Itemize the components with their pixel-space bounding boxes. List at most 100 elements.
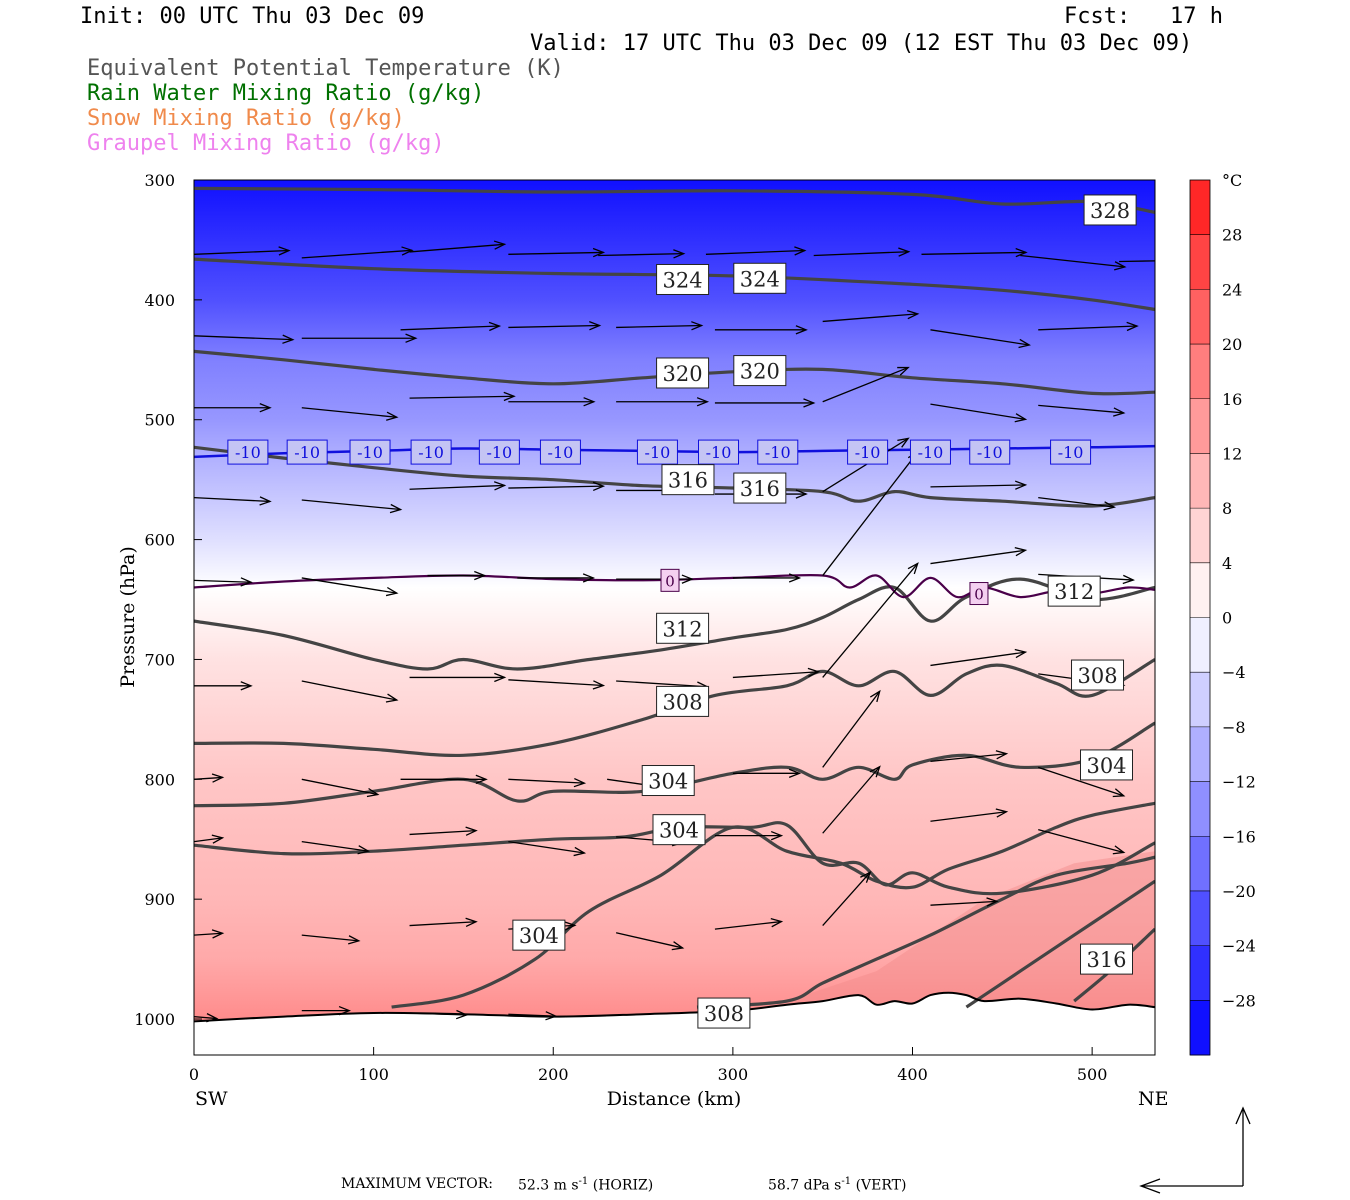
vector-shaft: [822, 766, 881, 834]
theta-e-label: 312: [656, 612, 710, 644]
vector-shaft: [508, 324, 600, 329]
isotherm-labels: -10 -10 -10 -10 -10 -10 -10 -10 -10 -10 -10 -10 -10 0…: [227, 439, 1092, 606]
vector-shaft: [822, 366, 909, 403]
theta-e-label: 304: [1080, 749, 1134, 781]
wind-vector: [930, 897, 999, 907]
theta-e-label: 312: [1047, 575, 1101, 607]
vector-head: [995, 808, 1009, 818]
valid-time: Valid: 17 UTC Thu 03 Dec 09 (12 EST Thu …: [530, 31, 1193, 56]
wind-vector: [517, 573, 596, 583]
wind-vector: [714, 830, 784, 841]
wind-vector: [1038, 404, 1126, 417]
wind-vector: [822, 437, 910, 493]
vector-head: [1114, 261, 1127, 271]
vector-shaft: [194, 579, 252, 583]
label-box: [1080, 943, 1134, 975]
label-text: 308: [663, 690, 703, 714]
label-box: [641, 765, 695, 797]
vector-shaft: [714, 920, 782, 930]
label-box: [539, 439, 581, 465]
wind-vector: [1038, 496, 1116, 511]
init-time: Init: 00 UTC Thu 03 Dec 09: [80, 4, 425, 29]
colorbar-bin: [1190, 344, 1210, 400]
wind-vector: [194, 403, 272, 413]
label-text: 316: [668, 469, 708, 493]
wind-vector: [301, 577, 399, 597]
vector-shaft: [301, 778, 378, 796]
vector-head: [1014, 648, 1028, 659]
wind-vector: [930, 480, 1028, 490]
vector-shaft: [1038, 404, 1124, 414]
wind-vector: [930, 648, 1028, 667]
vector-shaft: [616, 324, 702, 329]
label-box: [1071, 659, 1125, 691]
wind-vector: [194, 1013, 219, 1023]
vector-head: [1122, 574, 1135, 585]
label-box: [1047, 575, 1101, 607]
theta-e-contour-328: [194, 186, 1155, 214]
vector-shaft: [194, 335, 293, 341]
wind-vector: [598, 249, 686, 259]
isotherm-minus10-label: -10: [969, 439, 1011, 465]
vector-head: [385, 586, 399, 597]
vector-head: [573, 846, 587, 857]
label-box: [733, 472, 787, 504]
isotherm-minus10-label: -10: [539, 439, 581, 465]
vector-head: [240, 681, 253, 691]
vector-head: [240, 577, 253, 587]
label-box: [656, 357, 710, 389]
wind-vector: [732, 667, 821, 679]
vector-shaft: [301, 499, 401, 511]
colorbar: 28 24 20 16 12 8 4 0 −4 −8 −12 −16 −20 −24 −28: [1189, 179, 1256, 1056]
y-tick-label: 300: [144, 171, 175, 190]
label-box: [1050, 439, 1092, 465]
colorbar-tick-label: 28: [1222, 226, 1242, 245]
vector-shaft: [930, 484, 1026, 488]
wind-vector: [194, 577, 253, 587]
isotherm-minus10-label: -10: [227, 439, 269, 465]
label-text: -10: [294, 443, 320, 462]
colorbar-bin: [1190, 617, 1210, 673]
footer-vert-max: 58.7 dPa s-1 (VERT): [768, 1176, 907, 1194]
label-box: [1080, 749, 1134, 781]
vector-head: [401, 246, 414, 256]
vector-shaft: [508, 485, 604, 489]
x-tick-label: 300: [718, 1065, 749, 1084]
isotherm-minus10-label: -10: [286, 439, 328, 465]
y-tick-label: 700: [144, 650, 175, 669]
label-text: 328: [1090, 199, 1130, 223]
theta-e-label: 328: [1083, 194, 1137, 226]
wind-vector: [194, 496, 272, 506]
vector-head: [493, 481, 507, 491]
label-text: -10: [418, 443, 444, 462]
vector-shaft: [921, 251, 1026, 255]
wind-vector: [301, 246, 414, 259]
wind-vector: [714, 325, 808, 335]
vector-head: [455, 1009, 469, 1020]
theta-e-labels: 328 324 324 320 320 316 316 312 312 308 308 304 304 3…: [512, 194, 1137, 1029]
vector-shaft: [194, 932, 223, 936]
vector-head: [211, 834, 225, 844]
x-axis-title: Distance (km): [607, 1088, 742, 1110]
vector-shaft: [301, 934, 359, 942]
label-box: [286, 439, 328, 465]
wind-vector: [508, 777, 587, 788]
label-text: -10: [486, 443, 512, 462]
vector-shaft: [822, 313, 918, 323]
wind-vector: [409, 240, 507, 253]
wind-vector: [409, 481, 507, 491]
vector-shaft: [598, 252, 684, 257]
colorbar-bin: [1190, 1000, 1210, 1056]
label-box: [733, 262, 787, 294]
wind-vector: [301, 333, 418, 343]
vector-shaft: [813, 251, 909, 257]
label-text: 312: [663, 617, 703, 641]
theta-e-contour-304: [194, 821, 1155, 896]
vector-head: [770, 918, 784, 928]
colorbar-tick-label: 0: [1222, 609, 1232, 628]
wind-vector: [301, 841, 371, 855]
y-tick-label: 800: [144, 770, 175, 789]
vector-head: [788, 768, 802, 779]
vector-shaft: [930, 900, 998, 906]
colorbar-tick-label: −20: [1222, 882, 1256, 901]
